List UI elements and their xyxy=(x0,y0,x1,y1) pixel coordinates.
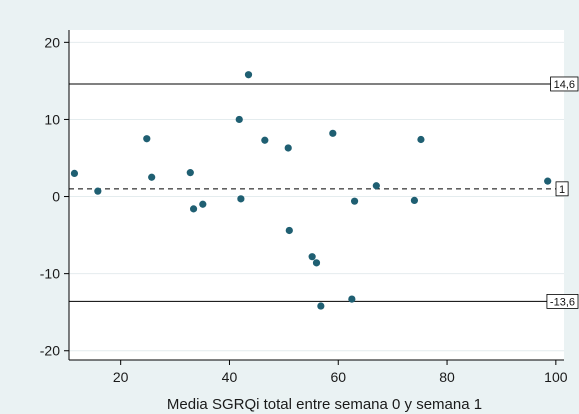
y-axis: -20 -10 0 10 20 xyxy=(40,34,69,359)
plot-area xyxy=(69,30,564,360)
y-tick-label: -20 xyxy=(40,343,60,359)
y-tick-label: 0 xyxy=(52,189,60,205)
x-axis: 20 40 60 80 100 xyxy=(113,360,568,385)
data-point xyxy=(317,302,325,310)
data-point xyxy=(261,136,269,144)
y-tick-label: 20 xyxy=(44,34,60,50)
x-tick-label: 20 xyxy=(113,369,129,385)
reference-line-label-box xyxy=(550,76,579,92)
data-point xyxy=(308,253,316,261)
data-point xyxy=(199,200,207,208)
gridlines xyxy=(69,41,564,352)
data-points xyxy=(70,71,552,310)
data-point xyxy=(237,195,245,203)
reference-line-label-box xyxy=(555,181,569,197)
reference-line-label: 14,6 xyxy=(554,79,575,91)
data-point xyxy=(70,169,79,178)
reference-line-label: -13,6 xyxy=(550,296,575,308)
data-point xyxy=(244,71,253,79)
x-tick-label: 60 xyxy=(330,369,346,385)
data-point xyxy=(417,135,425,144)
y-tick-label: 10 xyxy=(44,111,60,127)
data-point xyxy=(372,182,380,190)
reference-lines: 14,6 1 -13,6 xyxy=(69,76,579,309)
reference-line-label: 1 xyxy=(559,184,565,196)
data-point xyxy=(94,187,102,195)
data-point xyxy=(348,295,356,303)
data-point xyxy=(148,173,156,181)
data-point xyxy=(285,226,293,235)
data-point xyxy=(410,196,419,204)
data-point xyxy=(544,177,552,185)
data-point xyxy=(143,135,151,143)
data-point xyxy=(312,259,321,267)
x-tick-label: 80 xyxy=(439,369,455,385)
data-point xyxy=(186,169,194,177)
x-axis-title: Media SGRQi total entre semana 0 y seman… xyxy=(167,396,482,413)
x-tick-label: 100 xyxy=(544,369,568,385)
x-tick-label: 40 xyxy=(222,369,238,385)
data-point xyxy=(350,197,359,205)
data-point xyxy=(284,144,292,152)
data-point xyxy=(329,129,337,137)
y-tick-label: -10 xyxy=(40,266,60,282)
reference-line-label-box xyxy=(546,294,579,309)
data-point xyxy=(189,205,198,213)
data-point xyxy=(235,115,243,124)
